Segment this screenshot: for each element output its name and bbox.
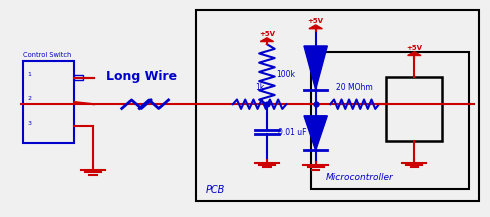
Text: 1: 1 — [27, 72, 31, 77]
Polygon shape — [304, 116, 327, 150]
Polygon shape — [408, 52, 421, 56]
Text: 0.01 uF: 0.01 uF — [278, 128, 306, 136]
Text: +5V: +5V — [259, 31, 275, 37]
Text: 2: 2 — [27, 96, 31, 101]
Text: Long Wire: Long Wire — [106, 70, 177, 83]
Polygon shape — [304, 46, 327, 90]
Text: 1k: 1k — [255, 83, 264, 92]
Text: 100k: 100k — [277, 70, 295, 79]
Bar — [24, 61, 74, 143]
Bar — [311, 52, 469, 189]
Text: 20 MOhm: 20 MOhm — [336, 83, 373, 92]
Text: Microcontroller: Microcontroller — [326, 173, 393, 182]
Text: +5V: +5V — [406, 45, 422, 51]
Bar — [196, 10, 479, 201]
Bar — [74, 75, 83, 80]
Bar — [386, 77, 442, 141]
Text: Control Switch: Control Switch — [24, 52, 72, 58]
Polygon shape — [309, 25, 322, 29]
Text: +5V: +5V — [308, 18, 324, 24]
Text: PCB: PCB — [206, 185, 225, 195]
Text: 3: 3 — [27, 121, 31, 126]
Polygon shape — [260, 38, 273, 42]
